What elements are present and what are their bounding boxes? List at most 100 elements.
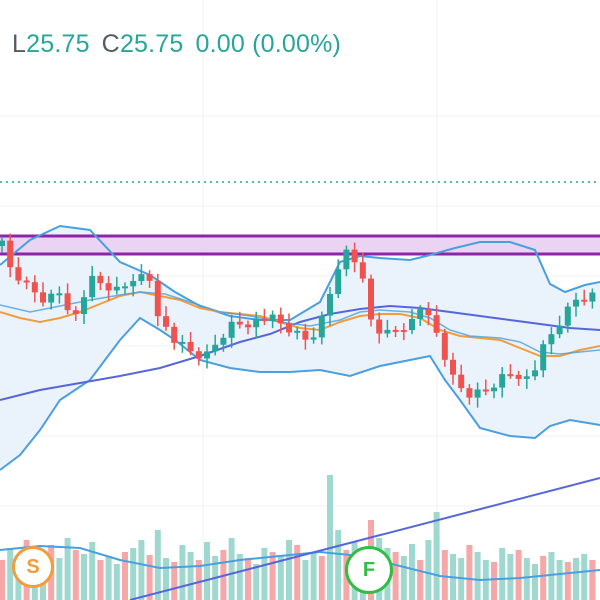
candle-down xyxy=(171,326,178,343)
candle-down xyxy=(368,278,374,320)
candle-up xyxy=(548,334,555,345)
bollinger-band-fill xyxy=(0,226,600,470)
fast-moving-average-line xyxy=(0,290,600,357)
volume-bar xyxy=(294,545,301,600)
candle-up xyxy=(384,329,391,334)
candle-down xyxy=(286,323,292,333)
volume-bar xyxy=(335,530,342,600)
candle-down xyxy=(187,341,194,352)
candle-down xyxy=(97,275,104,284)
volume-bar xyxy=(466,545,473,600)
candle-down xyxy=(15,267,22,281)
bollinger-lower-line xyxy=(0,316,600,471)
close-value: 25.75 xyxy=(119,30,184,58)
close-label: C xyxy=(101,30,120,58)
volume-bars xyxy=(0,475,596,600)
volume-bar xyxy=(474,552,481,600)
volume-bar xyxy=(187,552,194,600)
candle-down xyxy=(302,330,309,340)
volume-bar xyxy=(89,542,96,600)
candle-up xyxy=(327,294,333,316)
volume-bar xyxy=(0,560,5,600)
candle-up xyxy=(294,330,301,333)
volume-bar xyxy=(327,475,333,600)
candle-down xyxy=(245,324,251,328)
volume-bar xyxy=(573,558,579,600)
volume-bar xyxy=(269,552,276,600)
candle-up xyxy=(122,286,128,289)
volume-bar xyxy=(253,564,260,600)
candle-up xyxy=(589,292,596,302)
volume-bar xyxy=(204,542,210,600)
low-label: L xyxy=(12,30,27,58)
volume-bar xyxy=(532,564,538,600)
volume-trend-line xyxy=(129,477,600,600)
candle-down xyxy=(146,274,153,281)
candle-up xyxy=(204,351,210,359)
volume-bar xyxy=(105,556,112,600)
candle-up xyxy=(409,319,415,331)
f-marker[interactable]: F xyxy=(345,546,393,594)
candle-up xyxy=(523,376,530,379)
candle-up xyxy=(138,274,145,282)
candle-down xyxy=(72,310,79,314)
candle-down xyxy=(277,314,284,324)
volume-bar xyxy=(130,548,137,600)
candle-down xyxy=(359,262,366,279)
change-percent: (0.00%) xyxy=(252,30,342,58)
candle-down xyxy=(261,318,268,322)
candle-up xyxy=(212,344,219,352)
f-marker-label: F xyxy=(362,558,376,581)
candle-up xyxy=(130,281,137,287)
bollinger-upper-line xyxy=(0,224,600,321)
candle-down xyxy=(400,330,407,333)
volume-bar xyxy=(392,552,399,600)
candle-up xyxy=(540,344,547,371)
volume-bar xyxy=(589,560,596,600)
volume-average-line xyxy=(0,544,600,582)
volume-bar xyxy=(72,550,79,600)
volume-bar xyxy=(195,560,202,600)
volume-bar xyxy=(581,554,588,600)
volume-bar xyxy=(179,545,186,600)
candle-down xyxy=(441,332,448,360)
volume-bar xyxy=(171,562,178,600)
volume-bar xyxy=(277,555,284,600)
candle-down xyxy=(236,321,243,325)
candle-up xyxy=(0,240,5,246)
candle-down xyxy=(507,374,514,377)
candle-down xyxy=(581,299,588,302)
volume-bar xyxy=(154,530,161,600)
candle-down xyxy=(450,359,456,375)
candle-down xyxy=(31,282,38,293)
candle-up xyxy=(220,337,227,345)
volume-bar xyxy=(564,562,571,600)
candle-up xyxy=(318,315,325,338)
volume-bar xyxy=(417,560,424,600)
candle-down xyxy=(64,293,71,311)
volume-bar xyxy=(228,538,235,600)
candle-up xyxy=(491,387,497,392)
s-marker-label: S xyxy=(26,555,40,578)
change-value: 0.00 xyxy=(195,30,245,58)
candle-up xyxy=(499,374,506,388)
candle-up xyxy=(564,306,571,326)
volume-bar xyxy=(286,540,292,600)
candle-down xyxy=(7,240,14,268)
candle-down xyxy=(458,374,465,389)
candle-up xyxy=(573,299,579,307)
volume-bar xyxy=(318,556,325,600)
volume-bar xyxy=(310,552,317,600)
volume-bar xyxy=(138,540,145,600)
bollinger-middle-line xyxy=(0,291,600,355)
s-marker[interactable]: S xyxy=(12,546,54,588)
volume-bar xyxy=(302,560,309,600)
volume-bar xyxy=(425,540,432,600)
volume-bar xyxy=(261,548,268,600)
volume-bar xyxy=(245,558,251,600)
candle-down xyxy=(482,389,489,392)
candle-down xyxy=(466,388,473,398)
candle-up xyxy=(474,389,481,398)
